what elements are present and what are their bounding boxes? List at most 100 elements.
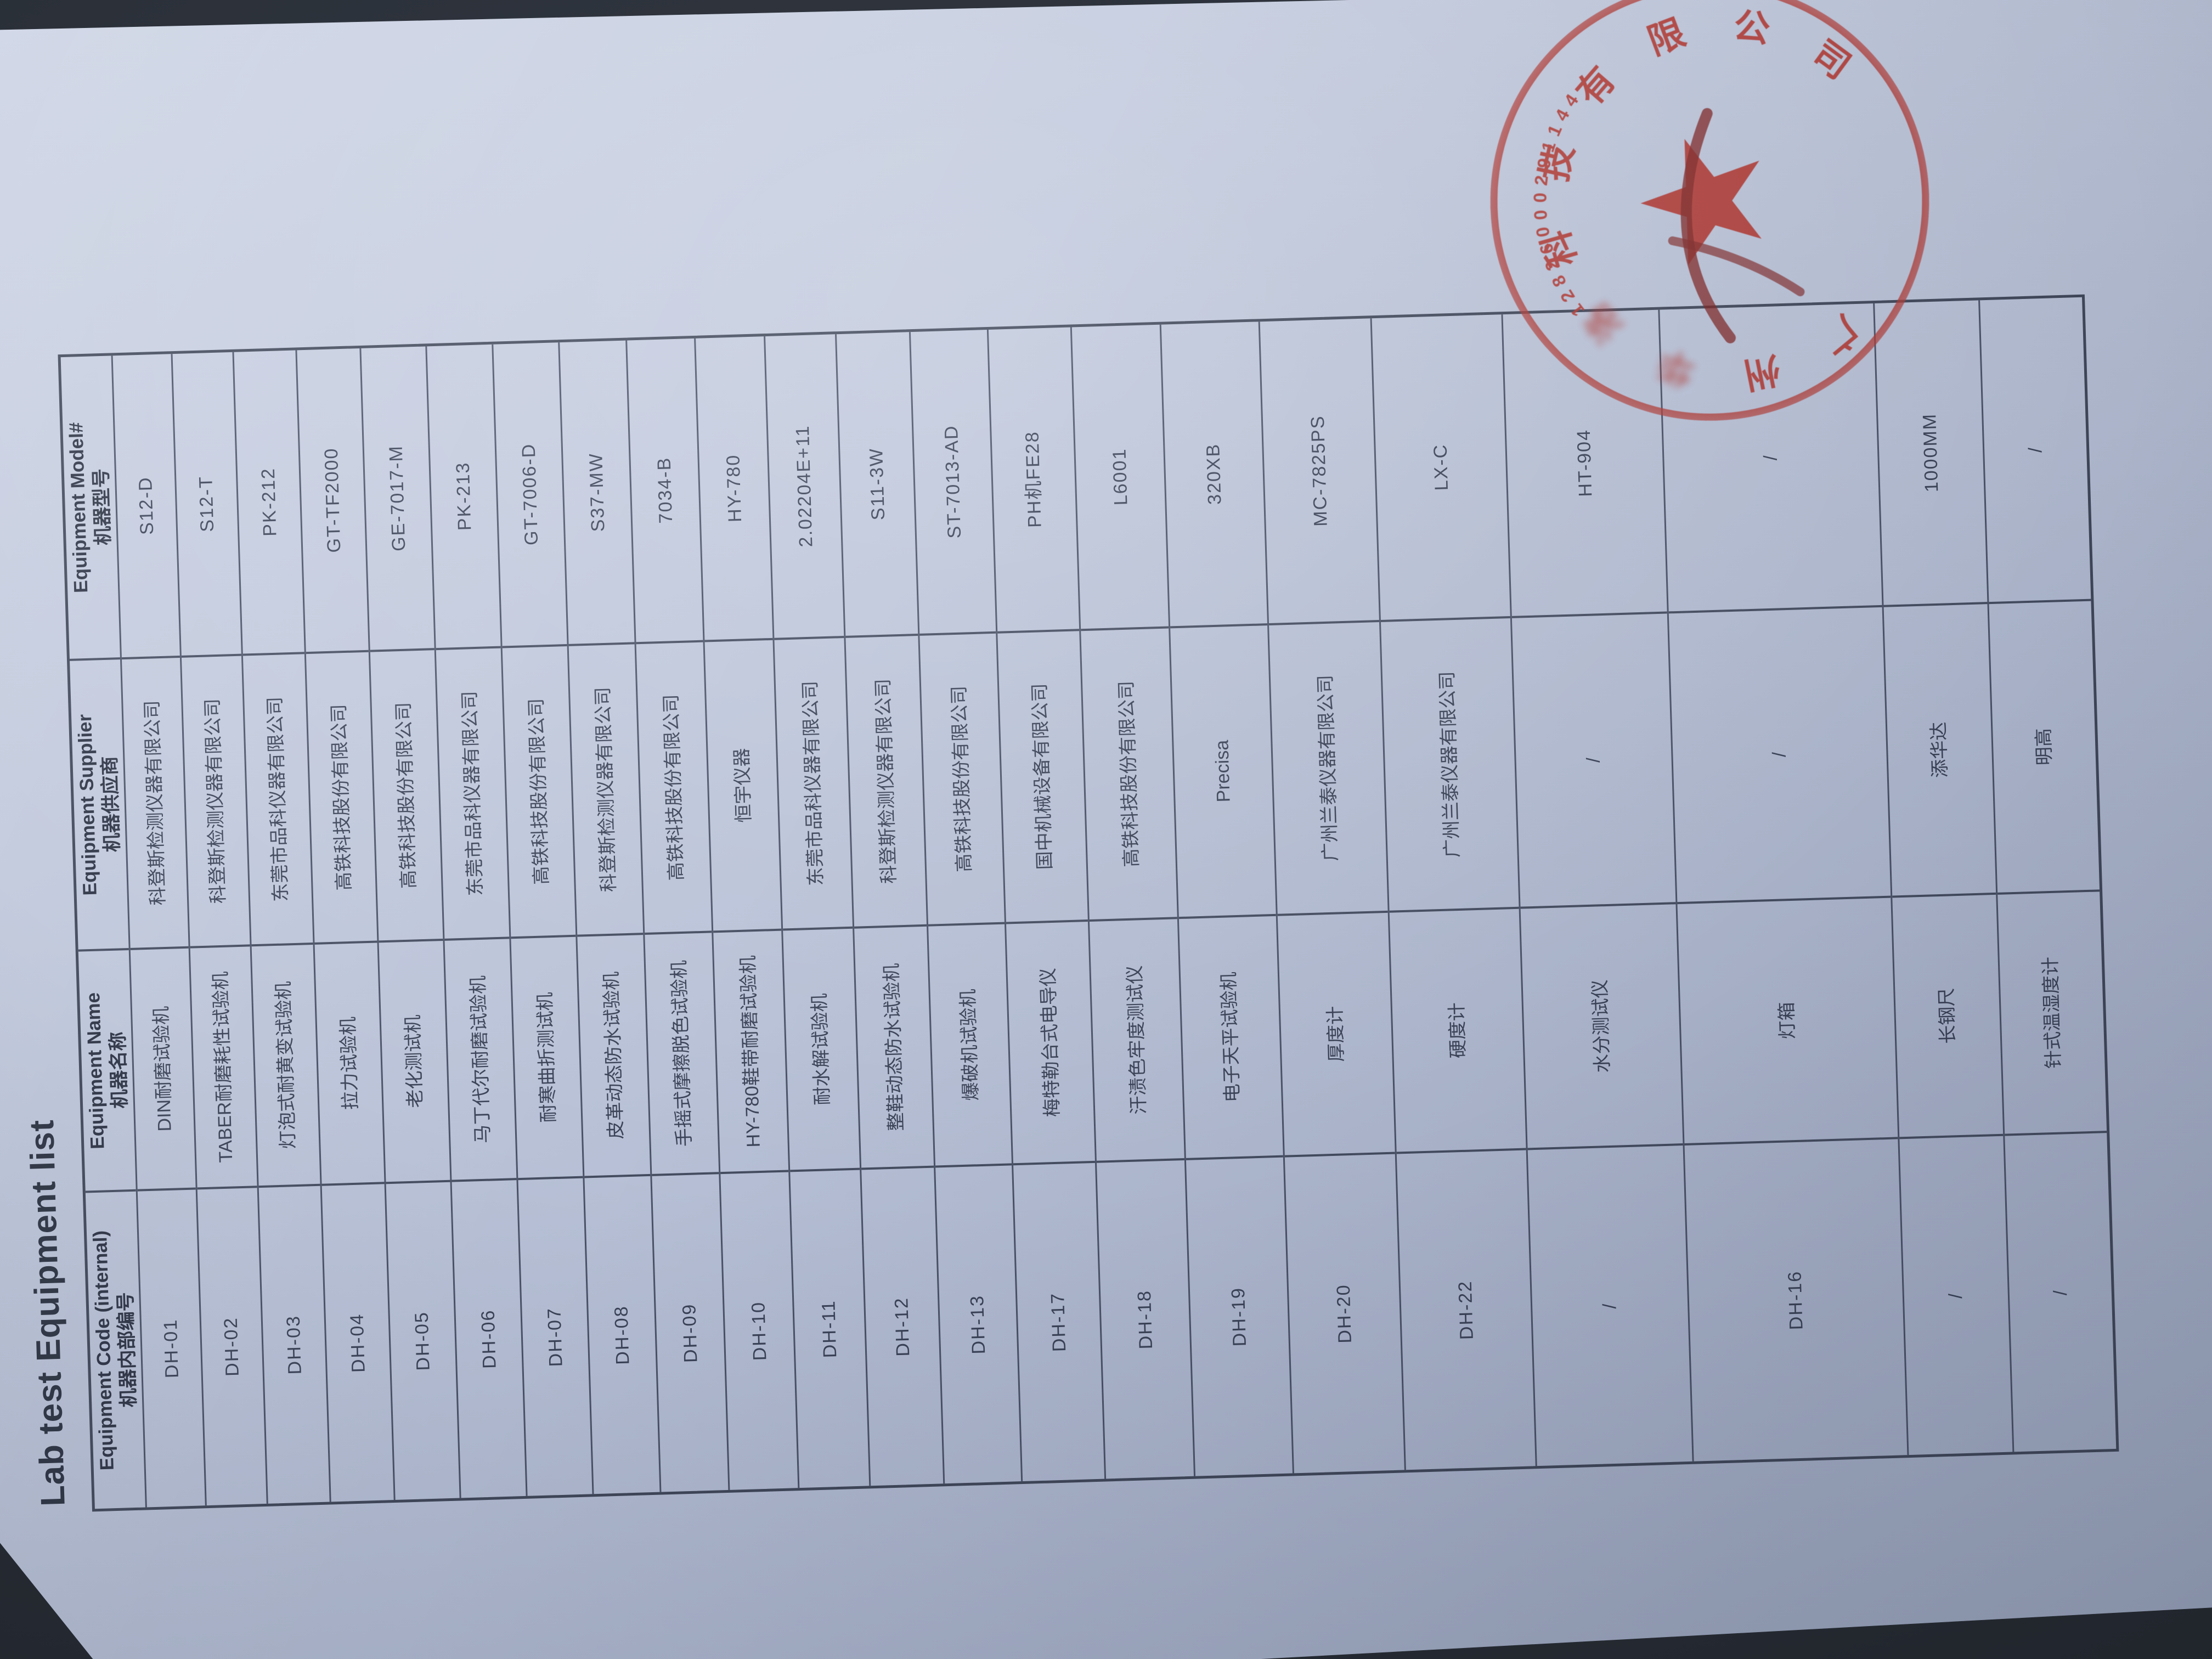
cell-model: ST-7013-AD (941, 424, 966, 539)
cell-code: DH-01 (137, 1187, 205, 1508)
stamp-code-digit: 2 (1530, 174, 1552, 187)
signature-stroke (1668, 108, 1805, 343)
cell-model: MC-7825PS (1307, 415, 1332, 527)
cell-code: DH-20 (1284, 1152, 1404, 1474)
cell-model: 320XB (1203, 443, 1226, 505)
cell-name: 汗渍色牢度测试仪 (1089, 917, 1184, 1161)
header-label-en: Equipment Supplier (74, 714, 101, 896)
cell-code: / (1899, 1133, 2013, 1455)
cell-name: 老化测试机 (379, 938, 450, 1182)
cell-supplier: 科登斯检测仪器有限公司 (568, 642, 644, 935)
cell-model: LX-C (1430, 443, 1452, 491)
cell-code: DH-05 (386, 1180, 460, 1500)
cell-code: DH-02 (197, 1186, 267, 1506)
cell-model: S11-3W (866, 447, 889, 521)
cell-code: DH-22 (1396, 1148, 1536, 1470)
cell-name: 梅特勒台式电导仪 (1006, 919, 1095, 1164)
cell-model: S37-MW (585, 452, 609, 532)
cell-model: PK-212 (257, 467, 281, 537)
cell-name: 水分测试仪 (1520, 902, 1683, 1148)
cell-supplier: 科登斯检测仪器有限公司 (181, 653, 250, 946)
cell-name: DIN耐磨试验机 (130, 946, 196, 1189)
cell-name: HY-780鞋带耐磨试验机 (713, 928, 789, 1172)
cell-supplier: 高铁科技股份有限公司 (306, 650, 377, 943)
cell-model: S12-T (195, 475, 218, 533)
cell-model: L6001 (1109, 448, 1132, 506)
header-label-zh: 机器型号 (90, 468, 114, 546)
cell-supplier: 添华达 (1883, 602, 1996, 896)
cell-model: PK-213 (452, 461, 476, 531)
cell-supplier: 高铁科技股份有限公司 (1081, 626, 1177, 919)
cell-name: 硬度计 (1389, 906, 1526, 1152)
cell-model: 2.02204E+11 (792, 425, 817, 548)
cell-supplier: 高铁科技股份有限公司 (636, 640, 712, 933)
stamp-arc-char: 州 (1740, 348, 1784, 397)
cell-name: 拉力试验机 (314, 940, 385, 1184)
cell-supplier: 广州兰泰仪器有限公司 (1268, 620, 1388, 914)
header-label-en: Equipment Code (internal) (89, 1230, 118, 1471)
cell-name: 皮革动态防水试验机 (577, 933, 651, 1176)
cell-supplier: 明高 (1989, 599, 2100, 893)
cell-code: DH-10 (720, 1170, 798, 1490)
cell-name: 电子天平试验机 (1178, 913, 1283, 1158)
cell-name: 爆破机试验机 (928, 922, 1012, 1166)
cell-supplier: 恒宇仪器 (704, 637, 782, 931)
cell-model: GT-TF2000 (320, 447, 345, 553)
header-label-en: Equipment Model# (65, 422, 92, 594)
cell-code: DH-18 (1096, 1158, 1194, 1479)
cell-code: DH-17 (1013, 1160, 1105, 1482)
cell-model: PH机FE28 (1022, 430, 1046, 528)
page-title: Lab test Equipment list (22, 1119, 72, 1507)
cell-name: 灯泡式耐黄变试验机 (251, 942, 320, 1186)
cell-model: S12-D (135, 476, 158, 535)
cell-name: 马丁代尔耐磨试验机 (444, 936, 517, 1180)
cell-code: DH-13 (935, 1163, 1022, 1484)
cell-code: / (1527, 1143, 1692, 1466)
cell-code: DH-06 (452, 1178, 526, 1498)
cell-model: GE-7017-M (386, 444, 410, 552)
header-cell-supplier: Equipment Supplier 机器供应商 (69, 657, 129, 950)
cell-model: / (2024, 446, 2046, 453)
cell-name: 针式温湿度计 (1997, 889, 2107, 1134)
cell-code: DH-19 (1186, 1155, 1293, 1476)
stamp-code-digit: 0 (1530, 209, 1551, 221)
header-label-zh: 机器名称 (107, 1031, 131, 1109)
cell-name: 长钢尺 (1892, 892, 2004, 1137)
cell-supplier: 东莞市品科仪器有限公司 (242, 652, 313, 945)
table-row: DH-16 灯箱 / / (1660, 303, 1909, 1462)
cell-code: DH-11 (790, 1167, 870, 1488)
cell-code: DH-07 (518, 1176, 592, 1496)
cell-supplier: 科登斯检测仪器有限公司 (121, 655, 189, 948)
stamp-code-digit: 0 (1530, 192, 1550, 203)
cell-supplier: 广州兰泰仪器有限公司 (1380, 616, 1519, 911)
cell-supplier: 高铁科技股份有限公司 (919, 631, 1005, 924)
cell-name: 耐水解试验机 (783, 926, 860, 1170)
header-cell-code: Equipment Code (internal) 机器内部编号 (85, 1189, 145, 1509)
cell-model: HY-780 (723, 454, 746, 523)
header-label-en: Equipment Name (82, 992, 109, 1150)
cell-code: DH-12 (861, 1165, 944, 1486)
cell-model: 7034-B (653, 456, 677, 524)
header-label-zh: 机器供应商 (99, 755, 123, 853)
cell-code: DH-04 (321, 1182, 394, 1502)
cell-code: DH-09 (652, 1172, 729, 1492)
cell-supplier: 高铁科技股份有限公司 (502, 644, 576, 937)
cell-code: DH-16 (1684, 1137, 1908, 1462)
cell-name: 厚度计 (1277, 910, 1395, 1155)
stamp-arc-char: 公 (1731, 4, 1773, 52)
cell-name: 整鞋动态防水试验机 (854, 924, 934, 1168)
cell-supplier: Precisa (1170, 623, 1276, 917)
equipment-table: Equipment Code (internal) 机器内部编号 Equipment… (58, 294, 2119, 1512)
header-cell-model: Equipment Model# 机器型号 (61, 356, 120, 658)
cell-name: 耐寒曲折测试机 (511, 934, 583, 1178)
cell-model: GT-7006-D (518, 443, 543, 546)
cell-supplier: 高铁科技股份有限公司 (370, 648, 443, 941)
cell-supplier: 国中机械设备有限公司 (997, 629, 1088, 922)
header-label-zh: 机器内部编号 (115, 1291, 140, 1408)
cell-supplier: 科登斯检测仪器有限公司 (845, 634, 927, 927)
cell-supplier: 东莞市品科仪器有限公司 (774, 636, 853, 929)
